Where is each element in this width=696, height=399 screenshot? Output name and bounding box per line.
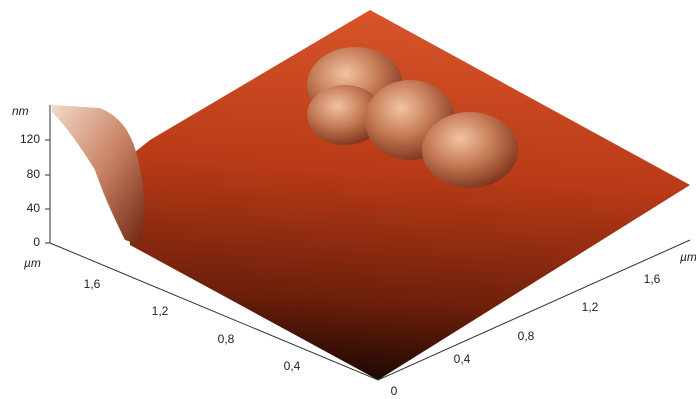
right-unit: µm [680,250,696,264]
z-unit: nm [12,104,29,118]
right-tick: 0,8 [518,329,535,343]
right-tick: 0 [391,384,398,398]
z-tick: 120 [20,132,40,146]
z-tick: 80 [27,167,41,181]
left-tick: 0,8 [218,332,235,346]
left-unit: µm [24,256,41,270]
surface [125,10,690,380]
left-tick: 0,4 [284,359,301,373]
right-tick: 1,2 [582,300,599,314]
z-tick: 0 [33,235,40,249]
left-tick: 1,6 [84,277,101,291]
right-tick: 0,4 [454,352,471,366]
left-tick: 1,2 [152,304,169,318]
right-tick: 1,6 [644,272,661,286]
z-tick: 40 [27,201,41,215]
ridge [52,105,145,245]
afm-image: nm 0 40 80 120 µm 0,4 0,8 1,2 1,6 0 0,4 … [0,0,696,399]
